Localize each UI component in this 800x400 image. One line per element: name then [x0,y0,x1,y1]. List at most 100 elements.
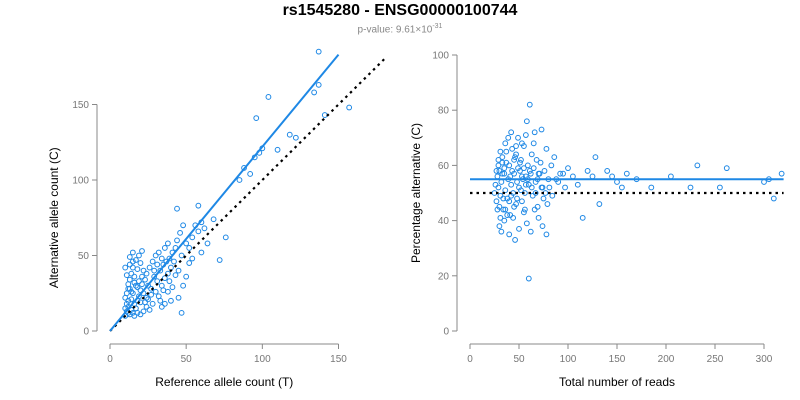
data-point [543,145,550,152]
data-point [514,195,520,202]
data-point [528,184,535,191]
data-point [210,216,217,223]
data-point [499,154,506,161]
data-point [579,214,586,221]
data-point [174,205,180,212]
data-point [504,212,511,218]
data-point [497,148,504,155]
data-point [496,223,503,230]
data-point [145,282,151,289]
data-point [525,275,532,282]
data-point [528,151,535,158]
data-point [502,140,509,147]
data-point [531,129,538,136]
data-point [535,214,542,221]
data-point [519,198,525,205]
data-point [151,267,158,274]
y-tick-label: 0 [443,327,449,338]
data-point [495,162,502,169]
data-point [134,309,141,316]
data-point [164,240,171,247]
data-point [498,228,505,235]
data-point [172,272,179,279]
data-point [512,237,518,243]
data-point [145,296,151,303]
data-point [518,187,524,194]
data-point [531,206,538,213]
data-point [178,252,185,259]
data-point [513,151,519,158]
data-point [499,170,506,177]
data-point [154,261,161,268]
data-point [500,195,507,202]
data-point [160,287,167,294]
data-point [549,192,556,199]
data-point [157,297,164,304]
y-tick-label: 100 [432,51,449,62]
data-point [524,162,531,169]
data-point [514,179,520,185]
data-point [129,258,136,265]
data-point [557,170,564,177]
data-point [589,173,596,180]
data-point [149,258,156,265]
data-point [222,234,229,241]
data-point [497,192,504,199]
y-axis-label: Percentage alternative (C) [409,123,423,263]
data-point [694,162,701,169]
data-point [346,104,353,111]
data-point [183,240,190,247]
data-point [216,257,223,263]
data-point [538,126,545,133]
data-point [530,140,537,147]
data-point [180,222,187,229]
data-point [128,288,135,295]
data-point [546,184,553,191]
data-point [161,275,168,282]
data-point [523,220,530,227]
data-point [495,156,502,163]
data-point [253,115,260,121]
data-point [492,181,499,188]
y-tick-label: 40 [438,216,450,227]
data-point [503,148,510,155]
data-point [129,249,136,256]
data-point [265,94,272,100]
data-point [493,198,500,205]
data-point [125,285,132,292]
data-point [536,170,543,177]
data-point [506,162,513,169]
right-panel-pct-vs-total: 0 50 100 150 200 250 300 0 20 40 60 80 100 Total numb… [409,51,785,389]
data-point [543,231,550,238]
data-point [511,203,517,210]
y-axis-label: Alternative allele count (C) [47,147,61,288]
data-point [548,162,555,169]
data-point [146,306,153,313]
data-point [201,225,208,232]
data-point [158,255,165,262]
data-point [122,264,129,271]
data-point [522,132,529,138]
data-point [164,270,171,277]
data-point [198,249,205,256]
y-tick-label: 20 [438,271,450,282]
data-point [274,146,281,153]
data-point [778,170,785,177]
data-point [541,168,548,174]
data-point [132,282,139,289]
data-point [315,48,322,55]
data-point [495,184,502,191]
data-point [494,206,501,213]
chart-title: rs1545280 - ENSG00000100744 [282,2,518,19]
data-point [529,192,536,199]
data-point [503,159,510,166]
data-point [134,266,141,272]
data-point [497,214,504,221]
data-point [527,228,534,235]
data-point [509,145,516,152]
data-point [592,154,599,161]
data-point [168,297,174,304]
data-point [519,140,525,147]
data-point [500,206,507,213]
